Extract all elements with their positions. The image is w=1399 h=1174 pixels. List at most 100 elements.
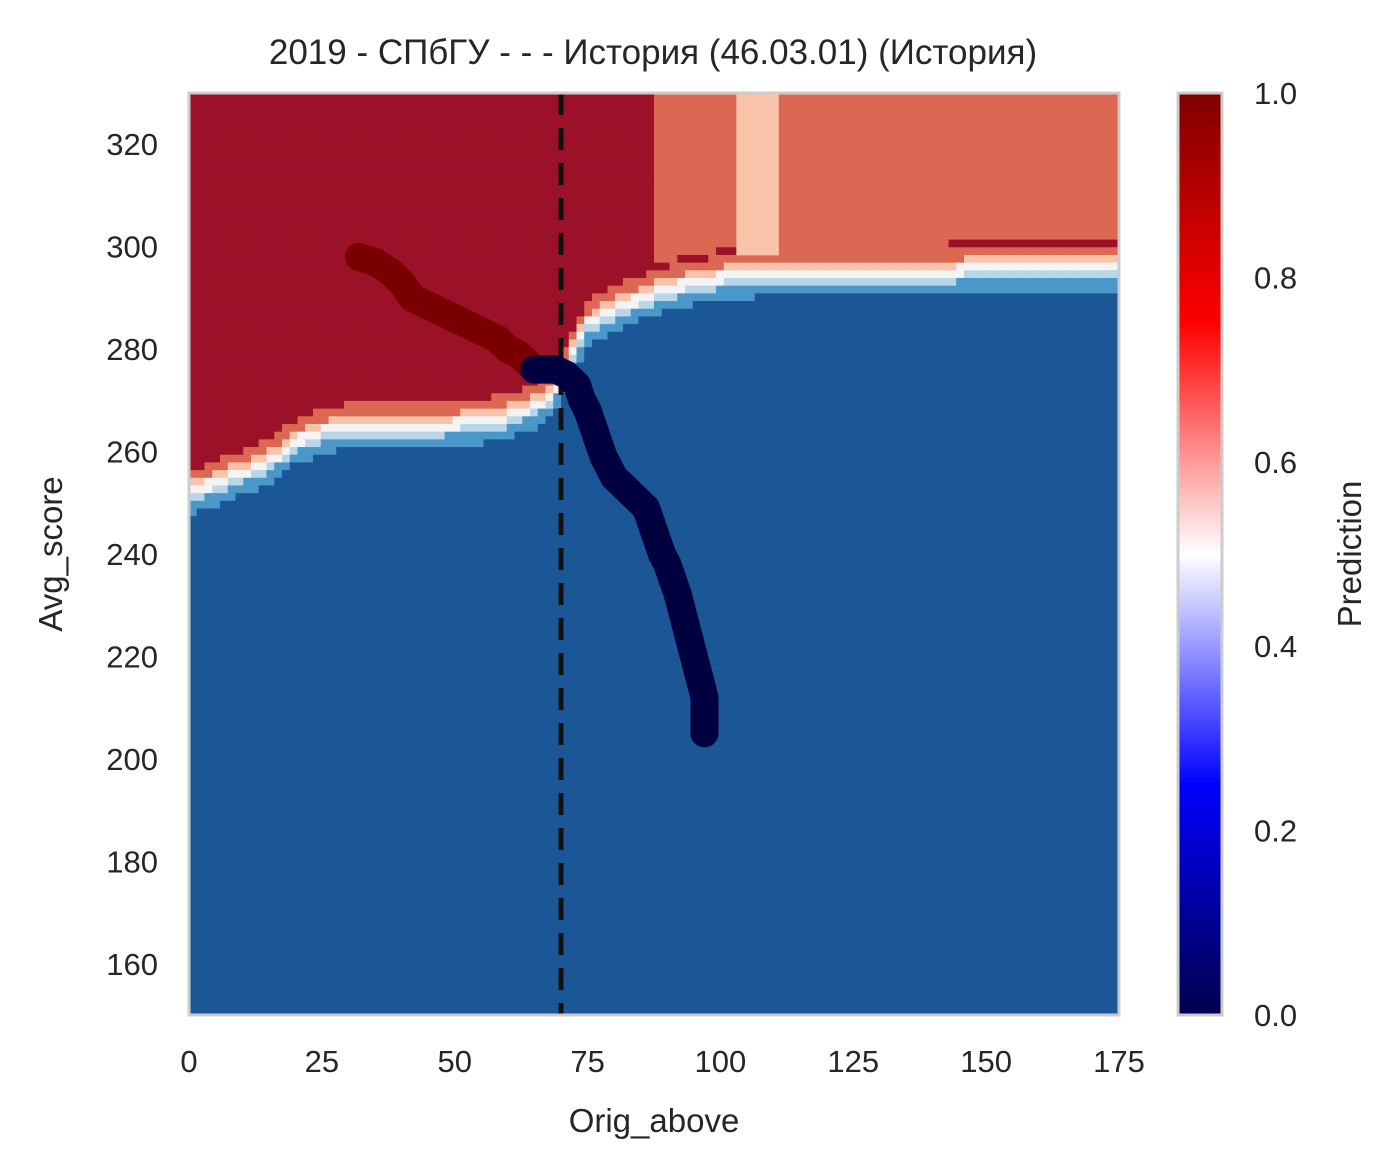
heatmap-cell: [491, 100, 500, 109]
heatmap-cell: [212, 730, 221, 739]
heatmap-cell: [204, 292, 213, 302]
heatmap-cell: [351, 454, 361, 463]
heatmap-cell: [406, 776, 415, 786]
heatmap-cell: [297, 323, 306, 332]
heatmap-cell: [406, 753, 415, 763]
heatmap-cell: [483, 546, 492, 555]
heatmap-cell: [452, 623, 461, 632]
heatmap-cell: [351, 853, 361, 862]
heatmap-cell: [320, 146, 330, 156]
heatmap-cell: [227, 177, 237, 186]
heatmap-cell: [189, 461, 198, 471]
heatmap-cell: [413, 346, 423, 355]
heatmap-cell: [328, 123, 337, 133]
heatmap-cell: [468, 484, 477, 494]
heatmap-cell: [491, 223, 500, 232]
heatmap-cell: [235, 669, 244, 678]
heatmap-cell: [460, 369, 469, 378]
heatmap-cell: [282, 423, 291, 432]
heatmap-cell: [289, 876, 299, 885]
heatmap-cell: [491, 477, 500, 486]
heatmap-cell: [344, 361, 353, 371]
heatmap-cell: [390, 769, 399, 778]
heatmap-cell: [235, 692, 244, 701]
heatmap-cell: [266, 999, 275, 1008]
heatmap-cell: [235, 331, 244, 340]
heatmap-cell: [499, 699, 508, 709]
heatmap-cell: [444, 807, 454, 816]
heatmap-cell: [460, 653, 469, 663]
heatmap-cell: [398, 838, 407, 847]
heatmap-cell: [227, 853, 237, 862]
heatmap-cell: [212, 477, 221, 486]
heatmap-cell: [305, 661, 314, 670]
heatmap-cell: [483, 753, 492, 763]
heatmap-cell: [274, 661, 283, 670]
heatmap-cell: [336, 262, 345, 271]
heatmap-cell: [421, 792, 430, 801]
heatmap-cell: [328, 638, 337, 647]
heatmap-cell: [506, 438, 516, 448]
heatmap-cell: [398, 331, 407, 340]
heatmap-cell: [274, 139, 283, 148]
heatmap-cell: [344, 723, 353, 732]
heatmap-cell: [305, 254, 314, 263]
heatmap-cell: [468, 231, 477, 240]
heatmap-cell: [437, 822, 446, 832]
heatmap-cell: [506, 884, 516, 893]
heatmap-cell: [328, 515, 337, 524]
heatmap-cell: [189, 546, 198, 555]
heatmap-cell: [196, 799, 206, 809]
heatmap-cell: [398, 769, 407, 778]
heatmap-cell: [491, 154, 500, 163]
heatmap-cell: [328, 669, 337, 678]
heatmap-cell: [251, 753, 260, 763]
heatmap-cell: [251, 200, 260, 209]
heatmap-cell: [313, 146, 322, 156]
heatmap-cell: [235, 308, 244, 317]
heatmap-cell: [421, 753, 430, 763]
heatmap-cell: [421, 769, 430, 778]
heatmap-cell: [282, 761, 291, 770]
heatmap-cell: [491, 999, 500, 1008]
heatmap-cell: [413, 231, 423, 240]
heatmap-cell: [297, 838, 306, 847]
heatmap-cell: [406, 792, 415, 801]
heatmap-cell: [344, 315, 353, 325]
heatmap-cell: [189, 361, 198, 371]
heatmap-cell: [382, 561, 392, 570]
heatmap-cell: [382, 454, 392, 463]
heatmap-cell: [491, 292, 500, 302]
heatmap-cell: [437, 968, 446, 978]
heatmap-cell: [506, 454, 516, 463]
heatmap-cell: [243, 592, 252, 601]
heatmap-cell: [506, 1007, 516, 1015]
heatmap-cell: [251, 730, 260, 739]
heatmap-cell: [351, 108, 361, 117]
heatmap-cell: [313, 976, 322, 985]
heatmap-cell: [204, 991, 213, 1001]
heatmap-cell: [406, 346, 415, 355]
heatmap-layer: [189, 93, 1119, 1015]
heatmap-cell: [382, 484, 392, 494]
heatmap-cell: [320, 377, 330, 386]
heatmap-cell: [475, 930, 485, 939]
heatmap-cell: [251, 915, 260, 924]
heatmap-cell: [429, 400, 438, 409]
heatmap-cell: [483, 953, 492, 962]
heatmap-cell: [375, 953, 384, 962]
heatmap-cell: [274, 953, 283, 962]
heatmap-cell: [452, 238, 461, 248]
heatmap-cell: [406, 830, 415, 839]
heatmap-cell: [189, 223, 198, 232]
heatmap-cell: [475, 784, 485, 793]
heatmap-cell: [189, 423, 198, 432]
heatmap-cell: [305, 169, 314, 179]
heatmap-cell: [196, 792, 206, 801]
heatmap-cell: [413, 892, 423, 901]
heatmap-cell: [227, 269, 237, 278]
heatmap-cell: [282, 100, 291, 109]
heatmap-cell: [413, 807, 423, 816]
heatmap-cell: [289, 100, 299, 109]
heatmap-cell: [297, 646, 306, 655]
